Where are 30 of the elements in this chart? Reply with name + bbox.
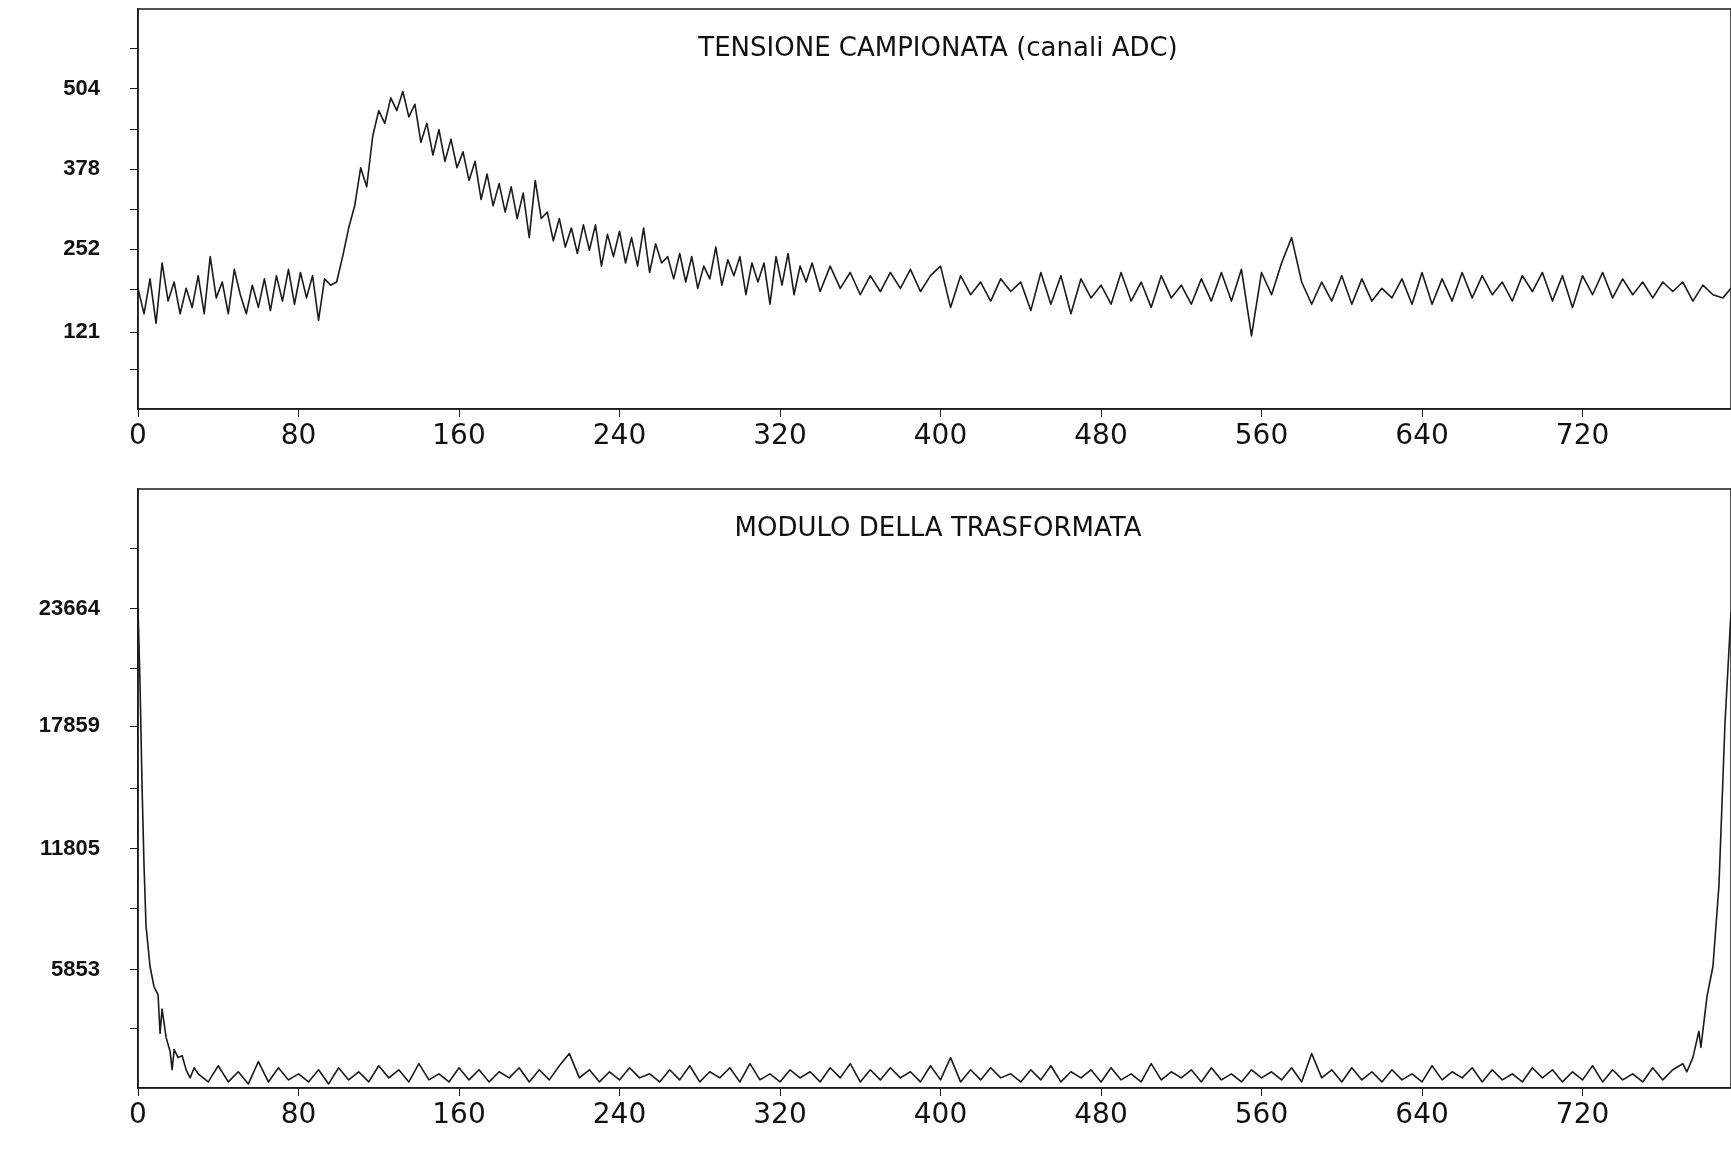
y-tick-label: 504 bbox=[63, 75, 101, 101]
text: MODULO DELLA TRASFORMATA bbox=[734, 511, 1142, 542]
y-tick-label: 121 bbox=[63, 318, 100, 344]
x-tick-label: 400 bbox=[913, 1097, 968, 1131]
x-tick-label: 160 bbox=[432, 1097, 486, 1131]
x-tick-label: 240 bbox=[592, 1097, 647, 1131]
x-tick-label: 160 bbox=[432, 418, 486, 452]
x-tick-label: 720 bbox=[1555, 1097, 1610, 1131]
x-tick-label: 320 bbox=[753, 1097, 807, 1131]
x-tick-label: 320 bbox=[753, 418, 807, 452]
x-tick-label: 400 bbox=[913, 418, 968, 452]
x-tick-label: 80 bbox=[280, 418, 317, 452]
y-tick-label: 378 bbox=[63, 155, 100, 181]
text: TENSIONE CAMPIONATA (canali ADC) bbox=[697, 31, 1178, 62]
y-tick-label: 11805 bbox=[40, 835, 100, 861]
y-tick-label: 17859 bbox=[38, 712, 100, 738]
x-tick-label: 80 bbox=[280, 1097, 317, 1131]
y-tick-label: 252 bbox=[63, 235, 100, 261]
x-tick-label: 0 bbox=[129, 418, 147, 452]
x-tick-label: 240 bbox=[592, 418, 647, 452]
x-tick-label: 720 bbox=[1555, 418, 1610, 452]
x-tick-label: 640 bbox=[1395, 1097, 1449, 1131]
x-tick-label: 560 bbox=[1234, 1097, 1289, 1131]
y-tick-label: 5853 bbox=[51, 955, 100, 981]
x-tick-label: 480 bbox=[1074, 1097, 1128, 1131]
y-tick-label: 23664 bbox=[38, 594, 101, 620]
x-tick-label: 560 bbox=[1234, 418, 1289, 452]
x-tick-label: 0 bbox=[129, 1097, 147, 1131]
x-tick-label: 640 bbox=[1395, 418, 1449, 452]
x-tick-label: 480 bbox=[1074, 418, 1128, 452]
